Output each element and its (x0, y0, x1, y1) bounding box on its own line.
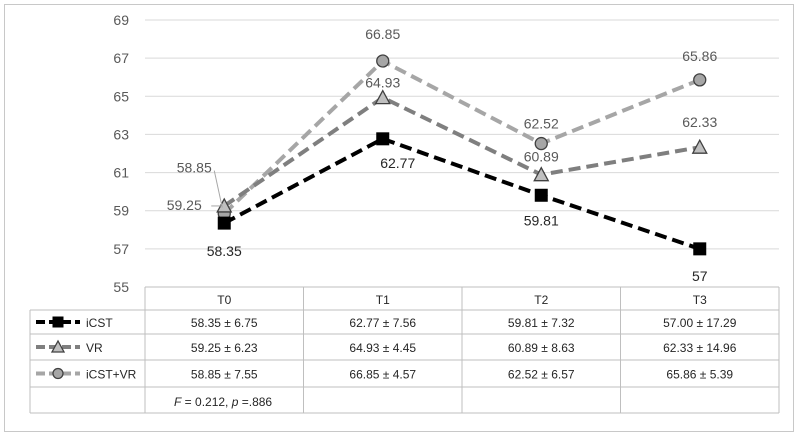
data-table: T0 T1 T2 T3 iCST 58.35 ± 6.75 62.77 ± 7.56 59.8… (29, 286, 780, 414)
stat-f-value: = 0.212, (181, 395, 231, 409)
data-label: 64.93 (365, 75, 400, 91)
table-cell: 62.77 ± 7.56 (349, 316, 416, 330)
stat-p-value: =.886 (238, 395, 272, 409)
data-point-circle (534, 136, 548, 151)
data-point-square (376, 132, 390, 146)
y-tick-label: 59 (113, 203, 129, 219)
table-cell: 58.85 ± 7.55 (191, 368, 258, 382)
table-cell: 65.86 ± 5.39 (666, 368, 733, 382)
table-cell: 57.00 ± 17.29 (663, 316, 737, 330)
y-tick-label: 67 (113, 50, 129, 66)
y-tick-label: 65 (113, 88, 129, 104)
legend-label: iCST+VR (86, 368, 137, 382)
data-label: 62.33 (682, 114, 717, 130)
data-label: 62.52 (524, 116, 559, 132)
series-line-circle (222, 58, 701, 216)
series-line-triangle (223, 95, 701, 208)
table-cell: 66.85 ± 4.57 (349, 368, 416, 382)
category-label-t1: T1 (376, 293, 390, 307)
y-tick-label: 55 (113, 279, 129, 295)
table-cell: 62.52 ± 6.57 (508, 368, 575, 382)
stat-f-label: F (174, 395, 182, 409)
data-point-square (217, 216, 231, 230)
leader-line (213, 170, 223, 208)
y-tick-label: 61 (113, 165, 129, 181)
data-point-circle (693, 73, 707, 87)
legend-marker-square (52, 316, 64, 328)
table-cell: 62.33 ± 14.96 (663, 341, 737, 355)
data-point-square (534, 188, 548, 202)
data-label: 65.86 (682, 48, 717, 64)
data-point-circle (376, 54, 390, 68)
data-label: 57 (692, 268, 708, 284)
y-tick-label: 63 (113, 126, 129, 142)
data-point-triangle (533, 166, 550, 182)
data-point-triangle (374, 89, 391, 105)
table-cell: 58.35 ± 6.75 (191, 316, 258, 330)
data-label: 66.85 (365, 26, 400, 42)
series-markers (216, 54, 708, 256)
data-label: 59.81 (524, 212, 559, 228)
data-label: 60.89 (524, 149, 559, 165)
y-tick-label: 57 (113, 241, 129, 257)
data-point-triangle (691, 138, 708, 154)
stat-p-label: p (231, 395, 239, 409)
legend-marker-triangle (50, 339, 66, 353)
chart-frame (4, 4, 794, 432)
category-label-t3: T3 (693, 293, 707, 307)
legend-label: VR (86, 341, 103, 355)
series-line-square (223, 136, 701, 251)
table-cell: 60.89 ± 8.63 (508, 341, 575, 355)
y-tick-label: 69 (113, 12, 129, 28)
data-label: 59.25 (167, 197, 202, 213)
legend-marker-circle (52, 367, 64, 380)
legend-label: iCST (86, 316, 113, 330)
data-label: 58.85 (177, 160, 212, 176)
category-label-t2: T2 (534, 293, 548, 307)
data-label: 58.35 (207, 243, 242, 259)
stat-test-result: F = 0.212, p =.886 (174, 395, 272, 409)
category-label-t0: T0 (217, 293, 231, 307)
y-axis-ticks: 55 57 59 61 63 65 67 69 (113, 12, 129, 295)
table-cell: 64.93 ± 4.45 (349, 341, 416, 355)
data-point-square (693, 242, 707, 256)
series-lines (222, 58, 701, 251)
data-label: 62.77 (380, 155, 415, 171)
table-cell: 59.81 ± 7.32 (508, 316, 575, 330)
data-labels: 58.35 62.77 59.81 57 59.25 64.93 60.89 62.33 58.… (167, 26, 718, 284)
table-cell: 59.25 ± 6.23 (191, 341, 258, 355)
